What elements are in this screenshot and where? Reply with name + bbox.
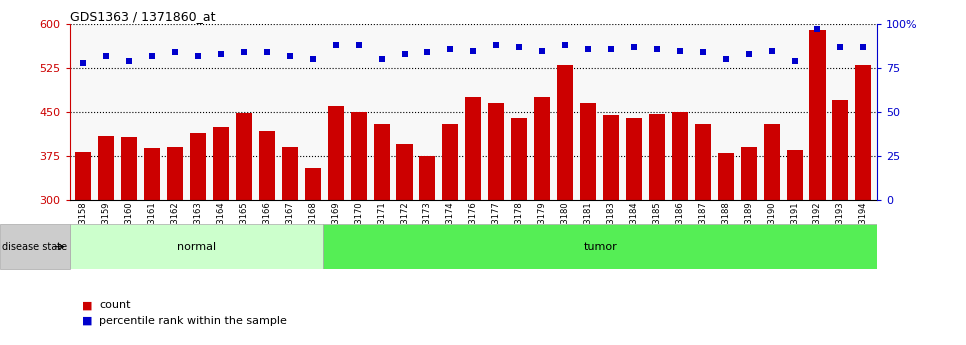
Bar xyxy=(534,97,551,200)
Bar xyxy=(741,147,756,200)
Bar xyxy=(671,112,688,200)
Point xyxy=(810,27,825,32)
Point xyxy=(534,48,550,53)
Bar xyxy=(396,144,412,200)
Text: count: count xyxy=(99,300,131,310)
Point xyxy=(419,50,435,55)
Point xyxy=(75,60,91,66)
Bar xyxy=(810,30,826,200)
Point xyxy=(236,50,251,55)
Point xyxy=(603,46,619,51)
Point xyxy=(718,57,733,62)
Bar xyxy=(649,114,665,200)
Point xyxy=(190,53,206,59)
Text: GDS1363 / 1371860_at: GDS1363 / 1371860_at xyxy=(70,10,215,23)
Point xyxy=(856,44,871,50)
Bar xyxy=(75,152,92,200)
Point xyxy=(397,51,412,57)
Point xyxy=(764,48,780,53)
Point xyxy=(489,42,504,48)
Bar xyxy=(580,104,596,200)
Bar xyxy=(190,132,206,200)
Bar xyxy=(626,118,642,200)
Bar xyxy=(442,124,459,200)
Point xyxy=(581,46,596,51)
Text: ■: ■ xyxy=(82,316,93,326)
Bar xyxy=(511,118,527,200)
Bar xyxy=(603,115,619,200)
Bar xyxy=(374,124,389,200)
Bar xyxy=(304,168,321,200)
Point xyxy=(442,46,458,51)
Point xyxy=(122,58,137,64)
Bar xyxy=(282,147,298,200)
Point xyxy=(833,44,848,50)
Point xyxy=(696,50,711,55)
Point xyxy=(305,57,321,62)
Bar xyxy=(557,65,573,200)
Text: percentile rank within the sample: percentile rank within the sample xyxy=(99,316,287,326)
Bar xyxy=(488,104,504,200)
Bar xyxy=(99,136,114,200)
Point xyxy=(327,42,344,48)
Point xyxy=(626,44,641,50)
Bar xyxy=(466,97,481,200)
Point xyxy=(512,44,527,50)
Point xyxy=(466,48,481,53)
Bar xyxy=(167,147,184,200)
Bar xyxy=(259,131,275,200)
Bar xyxy=(324,224,877,269)
Point xyxy=(282,53,298,59)
Bar xyxy=(213,127,229,200)
Bar xyxy=(121,137,137,200)
Bar xyxy=(786,150,803,200)
Bar xyxy=(236,113,252,200)
Bar xyxy=(855,65,871,200)
Point xyxy=(374,57,389,62)
Point xyxy=(259,50,274,55)
Text: normal: normal xyxy=(177,242,216,252)
Bar xyxy=(70,224,324,269)
Point xyxy=(351,42,366,48)
Text: disease state: disease state xyxy=(2,242,67,252)
Bar xyxy=(144,148,160,200)
Point xyxy=(557,42,573,48)
Bar xyxy=(718,153,734,200)
Point xyxy=(145,53,160,59)
Bar xyxy=(327,106,344,200)
Point xyxy=(786,58,802,64)
Point xyxy=(741,51,756,57)
Point xyxy=(649,46,665,51)
Point xyxy=(672,48,688,53)
Bar xyxy=(833,100,848,200)
Bar xyxy=(695,124,711,200)
Text: ■: ■ xyxy=(82,300,93,310)
Bar xyxy=(763,124,780,200)
Text: tumor: tumor xyxy=(583,242,617,252)
Bar xyxy=(419,156,436,200)
Point xyxy=(167,50,183,55)
Point xyxy=(99,53,114,59)
Bar xyxy=(351,112,367,200)
Point xyxy=(213,51,229,57)
